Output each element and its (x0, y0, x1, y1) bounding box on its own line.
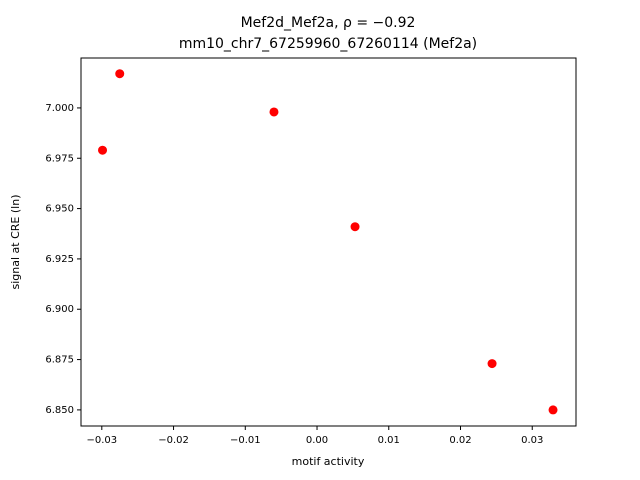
data-point (548, 405, 558, 415)
data-point (269, 107, 279, 117)
plot-frame (80, 57, 577, 427)
y-axis-label: signal at CRE (ln) (9, 195, 22, 290)
y-tick-label: 6.850 (45, 405, 74, 416)
x-tick-label: −0.03 (86, 435, 117, 446)
x-tick-label: 0.02 (449, 435, 471, 446)
x-tick-label: 0.00 (306, 435, 328, 446)
x-tick-label: −0.02 (158, 435, 189, 446)
data-point (487, 359, 497, 369)
y-tick-label: 6.900 (45, 304, 74, 315)
y-tick-label: 6.875 (45, 355, 74, 366)
y-tick-label: 6.925 (45, 254, 74, 265)
y-tick-label: 7.000 (45, 103, 74, 114)
x-tick-label: 0.03 (521, 435, 543, 446)
y-tick-label: 6.975 (45, 153, 74, 164)
x-tick-label: 0.01 (378, 435, 400, 446)
x-axis-label: motif activity (292, 455, 365, 468)
chart-subtitle: mm10_chr7_67259960_67260114 (Mef2a) (179, 36, 477, 52)
data-point (115, 69, 125, 79)
data-point (350, 222, 360, 232)
chart-title: Mef2d_Mef2a, ρ = −0.92 (241, 15, 416, 31)
x-tick-label: −0.01 (230, 435, 261, 446)
y-tick-label: 6.950 (45, 204, 74, 215)
data-point (98, 145, 108, 155)
